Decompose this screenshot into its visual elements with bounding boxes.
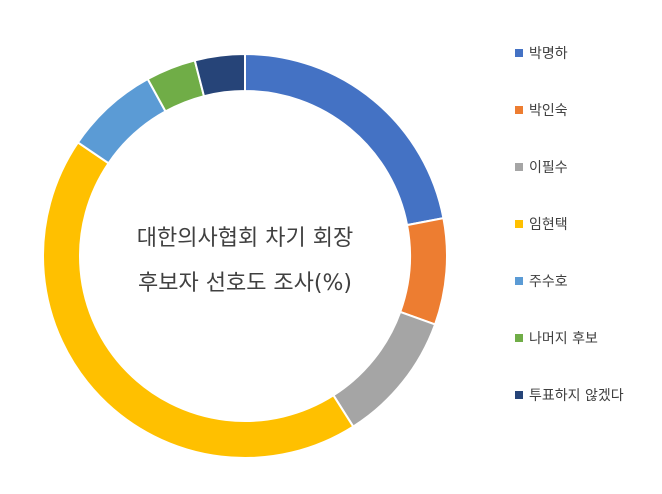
legend-swatch-7 — [515, 391, 523, 399]
legend-label-7: 투표하지 않겠다 — [529, 388, 624, 404]
legend-label-3: 이필수 — [529, 160, 568, 176]
chart-slices — [42, 52, 448, 459]
legend-label-1: 박명하 — [529, 46, 568, 62]
legend-swatch-3 — [515, 163, 523, 171]
legend-label-2: 박인숙 — [529, 103, 568, 119]
legend-swatch-4 — [515, 220, 523, 228]
legend-swatch-2 — [515, 106, 523, 114]
slice-3 — [332, 310, 437, 428]
slice-1 — [244, 52, 445, 227]
legend-swatch-1 — [515, 49, 523, 57]
chart-title: 대한의사협회 차기 회장 후보자 선호도 조사(%) — [137, 226, 353, 296]
slice-5 — [76, 77, 167, 165]
legend-swatch-6 — [515, 334, 523, 342]
slice-4 — [42, 141, 355, 459]
legend-swatch-5 — [515, 277, 523, 285]
legend-label-4: 임현택 — [529, 217, 568, 233]
chart-title-line-1: 대한의사협회 차기 회장 — [137, 226, 353, 251]
legend-label-6: 나머지 후보 — [529, 331, 598, 347]
chart-title-line-2: 후보자 선호도 조사(%) — [138, 271, 352, 296]
slice-7 — [193, 52, 246, 98]
legend-label-5: 주수호 — [529, 274, 568, 290]
slice-2 — [398, 216, 448, 326]
